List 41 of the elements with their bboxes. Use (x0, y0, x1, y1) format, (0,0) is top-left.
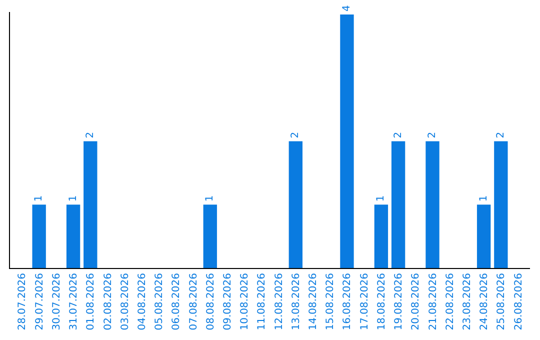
data-label: 1 (376, 195, 387, 202)
x-tick-label: 06.08.2026 (171, 273, 182, 330)
x-tick-label: 08.08.2026 (205, 273, 216, 330)
x-tick-label: 28.07.2026 (17, 273, 28, 330)
x-tick-label: 05.08.2026 (154, 273, 166, 330)
x-tick-label: 03.08.2026 (120, 273, 131, 330)
data-label: 1 (34, 195, 45, 202)
data-label: 1 (68, 195, 79, 202)
x-tick-label: 13.08.2026 (290, 273, 302, 330)
x-tick-label: 19.08.2026 (394, 273, 405, 330)
x-tick-label: 29.07.2026 (34, 273, 46, 330)
x-tick-label: 21.08.2026 (428, 273, 439, 330)
x-tick-label: 14.08.2026 (308, 273, 320, 330)
data-label: 1 (478, 195, 490, 202)
data-label: 2 (392, 132, 404, 138)
x-tick-label: 10.08.2026 (240, 273, 251, 330)
x-tick-label: 22.08.2026 (444, 273, 456, 330)
x-tick-label: 15.08.2026 (325, 273, 336, 330)
x-tick-label: 12.08.2026 (274, 273, 285, 330)
x-tick-label: 11.08.2026 (256, 273, 268, 330)
x-tick-label: 09.08.2026 (222, 273, 234, 330)
x-tick-label: 24.08.2026 (479, 273, 490, 330)
x-tick-label: 17.08.2026 (359, 273, 370, 330)
data-label: 1 (204, 195, 216, 202)
x-tick-label: 07.08.2026 (188, 273, 200, 330)
data-label: 2 (84, 132, 96, 138)
x-tick-label: 04.08.2026 (136, 273, 148, 330)
data-label: 2 (495, 132, 506, 138)
data-label: 4 (341, 5, 352, 12)
x-tick-label: 02.08.2026 (102, 273, 114, 330)
x-tick-label: 30.07.2026 (51, 273, 62, 330)
data-label: 2 (290, 132, 302, 138)
data-label: 2 (427, 132, 438, 138)
x-tick-label: 25.08.2026 (496, 273, 508, 330)
x-tick-label: 20.08.2026 (410, 273, 422, 330)
x-tick-label: 16.08.2026 (342, 273, 354, 330)
x-tick-label: 01.08.2026 (86, 273, 97, 330)
x-tick-label: 23.08.2026 (462, 273, 473, 330)
x-tick-label: 31.07.2026 (68, 273, 80, 330)
x-tick-label: 26.08.2026 (513, 273, 524, 330)
x-tick-label: 18.08.2026 (376, 273, 388, 330)
